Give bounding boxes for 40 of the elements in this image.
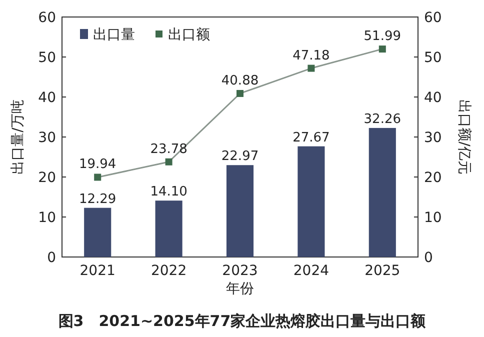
bar [226, 165, 254, 257]
y2-tick-label: 60 [424, 10, 442, 26]
text: 图3 2021~2025年77家企业热熔胶出口量与出口额 [58, 312, 427, 330]
data-label: 51.99 [364, 29, 402, 44]
y2-tick-label: 10 [424, 210, 442, 226]
bar [155, 200, 182, 257]
data-label: 23.78 [150, 142, 188, 157]
y2-tick-label: 20 [424, 170, 442, 186]
legend-label: 出口量 [93, 27, 135, 43]
y2-tick-label: 40 [424, 90, 442, 106]
y-tick-label: 10 [38, 210, 56, 226]
y-tick-label: 60 [38, 10, 56, 26]
y-tick-label: 50 [38, 50, 56, 66]
data-label: 27.67 [292, 130, 330, 146]
bar [298, 146, 325, 257]
y2-tick-label: 0 [424, 250, 433, 266]
x-tick-label: 2024 [293, 263, 330, 279]
y-tick-label: 40 [38, 90, 56, 106]
y-axis-title: 出口量/万吨 [10, 100, 26, 174]
data-label: 12.29 [78, 192, 116, 207]
data-label: 32.26 [364, 112, 402, 127]
x-tick-label: 2023 [222, 263, 258, 279]
bar [368, 128, 396, 257]
data-label: 14.10 [150, 184, 188, 200]
x-tick-label: 2025 [364, 263, 400, 279]
y-tick-label: 20 [38, 170, 56, 186]
y2-tick-label: 30 [424, 130, 442, 146]
data-label: 19.94 [78, 157, 116, 172]
y-tick-label: 0 [47, 250, 56, 266]
x-axis-title: 年份 [226, 281, 254, 297]
x-tick-label: 2021 [80, 263, 116, 279]
y2-tick-label: 50 [424, 50, 442, 66]
data-label: 47.18 [292, 48, 330, 64]
data-label: 22.97 [221, 149, 259, 164]
legend-label: 出口额 [168, 27, 210, 43]
bar [84, 208, 112, 257]
y-tick-label: 30 [38, 130, 56, 146]
x-tick-label: 2022 [150, 263, 187, 279]
y2-axis-title: 出口额/亿元 [456, 100, 472, 174]
data-label: 40.88 [221, 73, 259, 88]
